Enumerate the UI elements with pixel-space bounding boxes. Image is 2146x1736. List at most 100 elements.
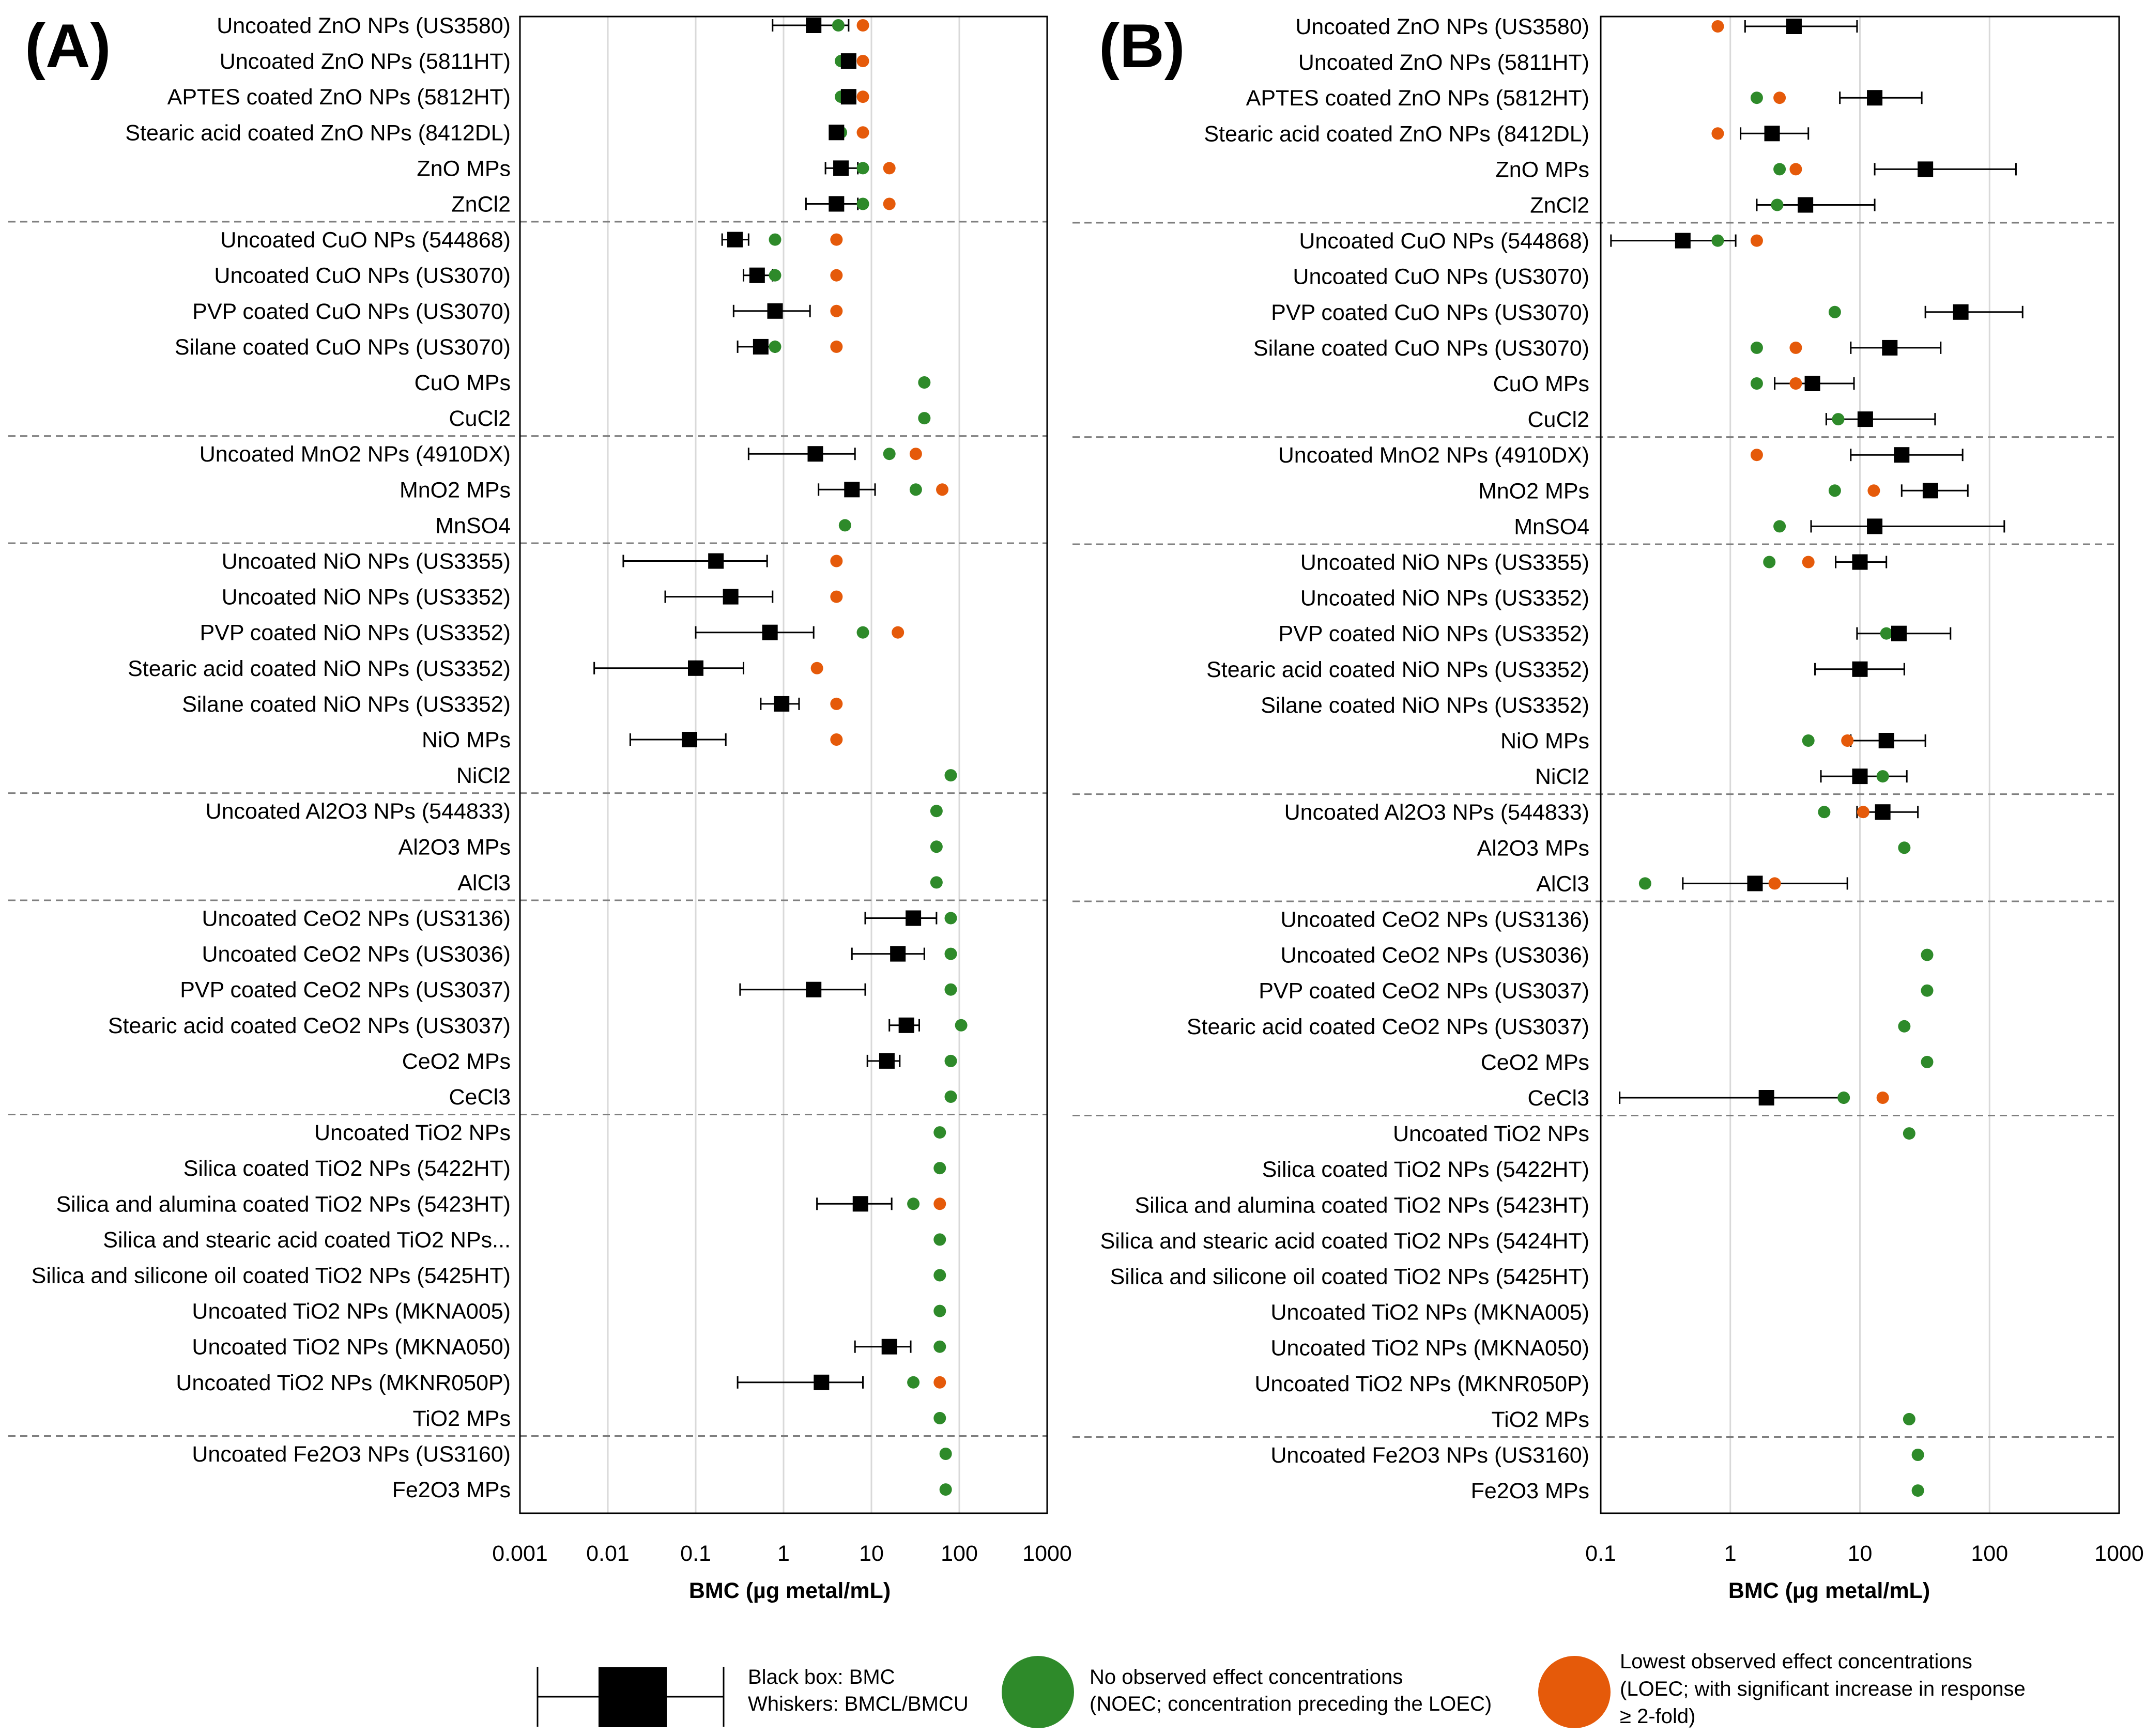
panel-b-row-label: MnSO4	[1514, 514, 1589, 539]
noec-point	[907, 1197, 920, 1210]
panel-b-data-row: CuCl2	[1528, 407, 1936, 432]
panel-b-row-label: Silane coated CuO NPs (US3070)	[1253, 336, 1589, 361]
loec-point	[856, 126, 869, 139]
panel-b-row-label: Uncoated NiO NPs (US3355)	[1300, 550, 1589, 575]
bmc-box	[749, 267, 765, 283]
bmc-box	[1798, 197, 1814, 213]
panel-b-row-label: Uncoated TiO2 NPs (MKNA005)	[1270, 1300, 1589, 1325]
panel-b-data-row: Stearic acid coated NiO NPs (US3352)	[1206, 657, 1905, 682]
panel-b-row-label: Uncoated Fe2O3 NPs (US3160)	[1270, 1443, 1589, 1468]
panel-a-row-label: Uncoated CuO NPs (544868)	[220, 228, 511, 253]
panel-a-chart: 0.001 0.01 0.1 1 10 100 1000 Uncoated ZnO NPs (…	[8, 13, 1072, 1566]
panel-a-data-row: ZnO MPs	[417, 156, 896, 181]
panel-a-row-label: Uncoated CeO2 NPs (US3136)	[202, 907, 511, 931]
panel-b-row-label: TiO2 MPs	[1491, 1407, 1589, 1432]
panel-b-label: (B)	[1099, 11, 1185, 81]
noec-point	[933, 1162, 946, 1175]
panel-b-data-row: PVP coated NiO NPs (US3352)	[1279, 622, 1952, 647]
noec-point	[1880, 627, 1893, 640]
panel-b-data-row: Stearic acid coated ZnO NPs (8412DL)	[1204, 121, 1810, 146]
bmc-box	[829, 125, 845, 141]
panel-b-data-row: Silica and stearic acid coated TiO2 NPs …	[1100, 1228, 1589, 1253]
loec-point	[1802, 556, 1815, 569]
bmc-box	[1852, 554, 1868, 570]
noec-point	[944, 947, 957, 960]
panel-a-x-tick-label: 0.1	[680, 1541, 711, 1566]
noec-point	[1711, 234, 1724, 247]
noec-point	[933, 1269, 946, 1282]
panel-a-data-row: Uncoated ZnO NPs (US3580)	[217, 13, 869, 38]
legend-loec-text-3: ≥ 2-fold)	[1620, 1705, 1695, 1728]
noec-point	[1750, 341, 1763, 354]
loec-point	[1789, 341, 1802, 354]
loec-point	[856, 19, 869, 32]
panel-b-data-row: Stearic acid coated CeO2 NPs (US3037)	[1187, 1015, 1911, 1039]
panel-a-row-label: Uncoated CeO2 NPs (US3036)	[202, 942, 511, 967]
bmc-box	[1764, 126, 1780, 142]
panel-a-data-row: Uncoated CeO2 NPs (US3136)	[202, 907, 957, 931]
loec-point	[830, 555, 843, 567]
panel-a-data-row: MnO2 MPs	[400, 478, 949, 502]
bmc-box	[844, 482, 860, 498]
noec-point	[1832, 413, 1845, 426]
panel-b-row-label: Uncoated NiO NPs (US3352)	[1300, 586, 1589, 611]
panel-b-row-label: Uncoated MnO2 NPs (4910DX)	[1278, 443, 1589, 468]
panel-a-row-label: MnO2 MPs	[400, 478, 511, 502]
loec-point	[856, 90, 869, 103]
panel-a-row-label: Stearic acid coated NiO NPs (US3352)	[128, 656, 511, 681]
panel-b-data-row: PVP coated CeO2 NPs (US3037)	[1259, 979, 1934, 1004]
panel-a-row-label: Fe2O3 MPs	[392, 1478, 511, 1502]
bmc-box	[1867, 518, 1883, 534]
panel-a-row-label: Silica and silicone oil coated TiO2 NPs …	[32, 1264, 511, 1288]
loec-point	[1711, 127, 1724, 140]
bmc-box	[1953, 304, 1969, 320]
panel-a-data-row: NiCl2	[456, 763, 957, 788]
panel-b-row-label: Stearic acid coated ZnO NPs (8412DL)	[1204, 121, 1589, 146]
panel-b-row-label: Uncoated CuO NPs (544868)	[1299, 229, 1589, 254]
panel-a-data-row: ZnCl2	[451, 192, 896, 217]
bmc-box	[1918, 161, 1934, 177]
bmc-box	[898, 1017, 914, 1033]
panel-b-row-label: Uncoated TiO2 NPs (MKNA050)	[1270, 1336, 1589, 1361]
panel-b-x-axis-title: BMC (µg metal/mL)	[1728, 1578, 1930, 1603]
bmc-box	[708, 553, 724, 569]
loec-point	[1711, 20, 1724, 33]
panel-b-row-label: Silica and alumina coated TiO2 NPs (5423…	[1135, 1193, 1589, 1218]
bmc-box	[814, 1374, 830, 1390]
loec-point	[1789, 377, 1802, 390]
panel-a-data-row: Stearic acid coated ZnO NPs (8412DL)	[125, 120, 869, 145]
bmc-box	[762, 624, 778, 640]
panel-b-data-row: CeO2 MPs	[1481, 1050, 1934, 1075]
bmc-box	[829, 196, 845, 212]
panel-a-data-row: Uncoated NiO NPs (US3352)	[222, 585, 843, 610]
panel-a-data-row: TiO2 MPs	[412, 1406, 946, 1431]
panel-b-data-row: Silica coated TiO2 NPs (5422HT)	[1262, 1157, 1589, 1182]
panel-b-row-label: CeO2 MPs	[1481, 1050, 1589, 1075]
noec-point	[930, 805, 943, 818]
noec-point	[907, 1376, 920, 1389]
panel-b-row-label: PVP coated CuO NPs (US3070)	[1271, 300, 1589, 325]
legend-loec-text-1: Lowest observed effect concentrations	[1620, 1650, 1972, 1673]
panel-b-row-label: PVP coated NiO NPs (US3352)	[1279, 622, 1589, 647]
noec-point	[1921, 984, 1934, 997]
legend-noec-marker	[1002, 1656, 1074, 1728]
panel-a-data-row: Uncoated TiO2 NPs	[314, 1120, 946, 1145]
bmc-box	[682, 732, 698, 747]
panel-a-x-tick-label: 0.01	[586, 1541, 630, 1566]
noec-point	[1898, 841, 1911, 854]
legend-loec-marker	[1538, 1656, 1611, 1728]
panel-b-row-label: Silica coated TiO2 NPs (5422HT)	[1262, 1157, 1589, 1182]
bmc-box	[806, 981, 822, 997]
noec-point	[944, 769, 957, 782]
panel-a-data-row: Silica coated TiO2 NPs (5422HT)	[183, 1156, 946, 1181]
bmc-box	[1786, 19, 1802, 34]
panel-b-row-label: CuCl2	[1528, 407, 1590, 432]
bmc-box	[890, 946, 906, 962]
bmc-box	[1675, 233, 1691, 249]
panel-b-data-row: Silica and alumina coated TiO2 NPs (5423…	[1135, 1193, 1589, 1218]
panel-a-data-row: Uncoated CuO NPs (US3070)	[214, 264, 843, 288]
noec-point	[856, 626, 869, 639]
panel-b-row-label: Uncoated ZnO NPs (5811HT)	[1298, 50, 1589, 75]
bmc-box	[1867, 90, 1883, 106]
